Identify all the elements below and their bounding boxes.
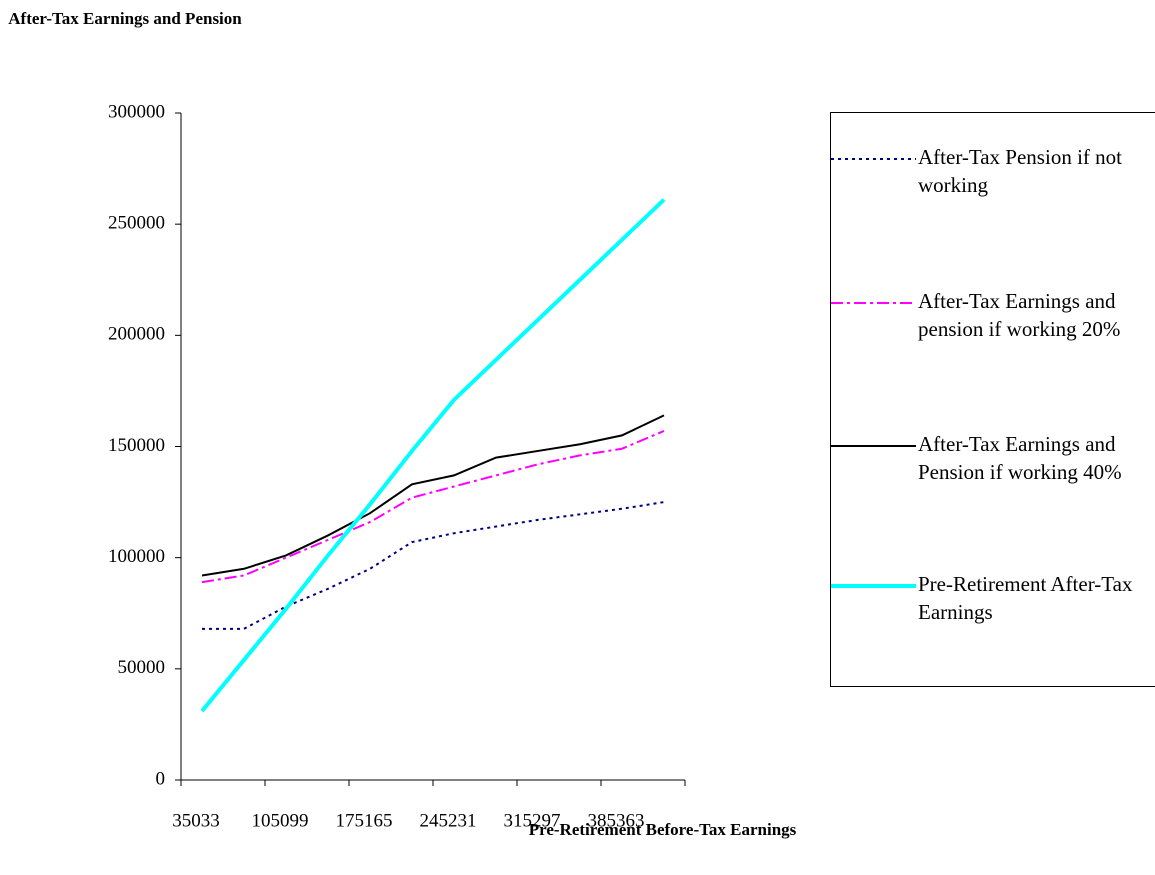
series-line — [201, 414, 665, 577]
x-tick-label: 245231 — [420, 810, 477, 831]
x-tick-label: 35033 — [172, 810, 220, 831]
y-tick-label: 250000 — [108, 213, 165, 234]
x-tick-label: 105099 — [252, 810, 309, 831]
y-tick-label: 100000 — [108, 546, 165, 567]
y-tick-label: 200000 — [108, 324, 165, 345]
x-axis-title: Pre-Retirement Before-Tax Earnings — [528, 820, 797, 839]
legend: After-Tax Pension if not working After-Ta… — [830, 112, 1155, 687]
legend-swatch — [831, 158, 916, 160]
y-axis-title: After-Tax Earnings and Pension — [8, 9, 242, 28]
legend-label: Pre-Retirement After-Tax Earnings — [918, 572, 1133, 624]
legend-swatch — [831, 584, 916, 588]
legend-label: After-Tax Earnings and pension if workin… — [918, 289, 1121, 341]
legend-label: After-Tax Pension if not working — [918, 145, 1122, 197]
legend-swatch — [831, 302, 916, 304]
legend-label: After-Tax Earnings and Pension if workin… — [918, 432, 1122, 484]
series-line — [202, 501, 665, 630]
series-line — [200, 198, 666, 713]
y-tick-label: 300000 — [108, 101, 165, 122]
series-line — [201, 430, 665, 584]
y-tick-label: 50000 — [118, 657, 166, 678]
legend-swatch — [831, 445, 916, 447]
x-tick-label: 385363 — [588, 810, 645, 831]
x-tick-label: 175165 — [336, 810, 393, 831]
y-tick-label: 150000 — [108, 435, 165, 456]
x-tick-label: 315297 — [504, 810, 561, 831]
y-tick-label: 0 — [156, 768, 166, 789]
